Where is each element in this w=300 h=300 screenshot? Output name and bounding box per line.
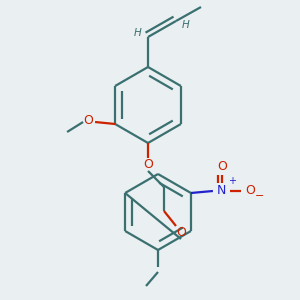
Text: O: O — [83, 115, 93, 128]
Text: O: O — [217, 160, 227, 172]
Text: +: + — [228, 176, 236, 186]
Text: O: O — [176, 226, 186, 239]
Text: H: H — [182, 20, 190, 30]
Text: N: N — [217, 184, 226, 196]
Text: O: O — [245, 184, 255, 196]
Text: −: − — [255, 191, 265, 201]
Text: O: O — [143, 158, 153, 172]
Text: H: H — [134, 28, 142, 38]
